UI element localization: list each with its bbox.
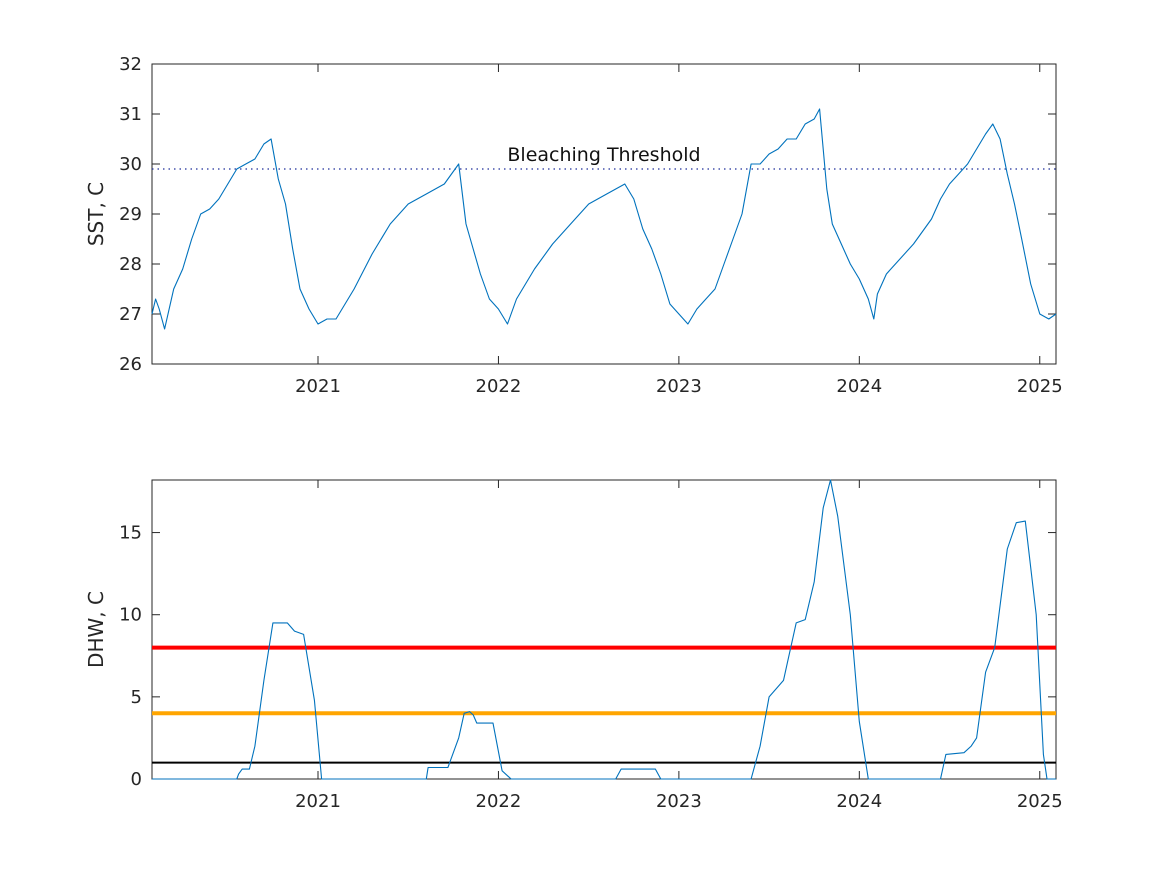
x-tick-label: 2024 <box>836 376 882 397</box>
y-tick-label: 31 <box>119 104 142 125</box>
y-tick-label: 5 <box>131 687 142 708</box>
x-tick-label: 2024 <box>836 791 882 812</box>
y-axis-label: DHW, C <box>84 591 108 668</box>
x-tick-label: 2022 <box>476 791 522 812</box>
x-tick-label: 2021 <box>295 376 341 397</box>
y-tick-label: 29 <box>119 204 142 225</box>
data-series-line <box>152 479 1056 780</box>
x-tick-label: 2023 <box>656 791 702 812</box>
x-tick-label: 2022 <box>476 376 522 397</box>
y-tick-label: 28 <box>119 254 142 275</box>
sst-panel: 2021 2022 2023 2024 2025 26 27 28 29 30 31 32 SST, C… <box>84 54 1063 397</box>
x-tick-label: 2025 <box>1017 791 1063 812</box>
plot-area <box>151 63 1057 365</box>
y-axis-label: SST, C <box>84 182 108 246</box>
y-tick-label: 30 <box>119 154 142 175</box>
dhw-panel: 2021 2022 2023 2024 2025 0 5 10 15 DHW, C <box>84 479 1063 812</box>
y-tick-label: 26 <box>119 354 142 375</box>
x-tick-label: 2021 <box>295 791 341 812</box>
bleaching-threshold-label: Bleaching Threshold <box>507 144 700 166</box>
y-tick-label: 27 <box>119 304 142 325</box>
y-tick-label: 15 <box>119 523 142 544</box>
x-tick-label: 2023 <box>656 376 702 397</box>
y-tick-label: 32 <box>119 54 142 75</box>
y-tick-label: 0 <box>131 769 142 790</box>
plot-area <box>151 479 1057 780</box>
data-series-line <box>151 108 1057 330</box>
x-tick-label: 2025 <box>1017 376 1063 397</box>
y-tick-label: 10 <box>119 605 142 626</box>
